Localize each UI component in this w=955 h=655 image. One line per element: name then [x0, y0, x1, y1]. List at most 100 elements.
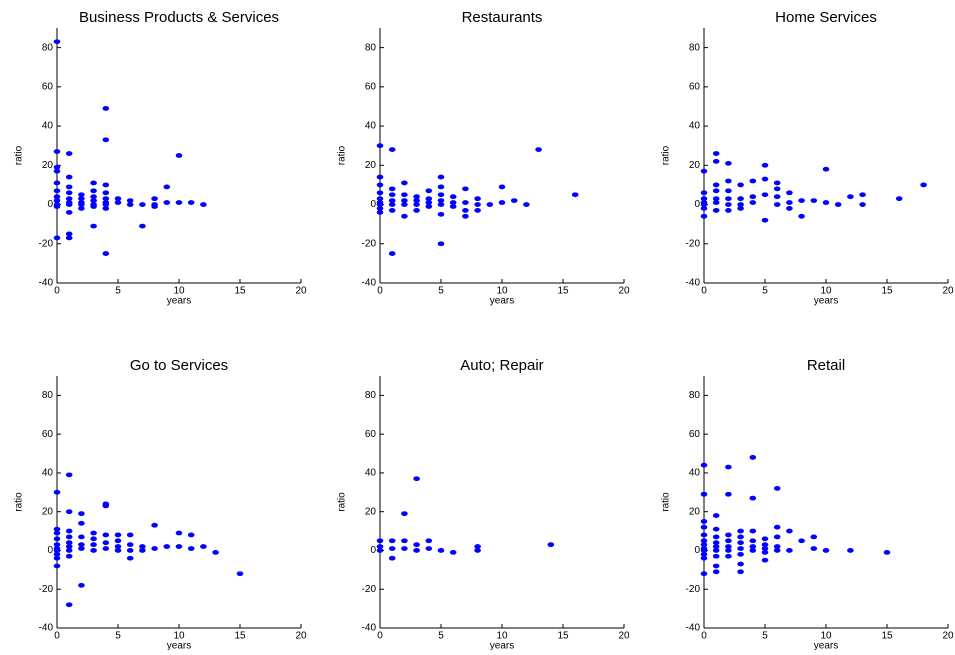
y-tick-label: 0 — [47, 199, 53, 210]
point — [822, 548, 830, 553]
point — [90, 204, 97, 209]
point — [65, 528, 73, 534]
x-tick-label: 5 — [438, 286, 444, 297]
point — [712, 188, 720, 194]
x-tick-label: 0 — [377, 631, 383, 642]
x-axis-label: years — [167, 641, 191, 650]
point — [700, 206, 708, 211]
point — [786, 528, 793, 534]
x-tick-label: 0 — [54, 631, 60, 642]
point — [773, 544, 781, 549]
point — [53, 551, 61, 557]
point — [388, 251, 396, 256]
point — [510, 198, 518, 204]
y-tick-label: 40 — [689, 468, 701, 479]
point — [376, 548, 384, 553]
point — [761, 176, 769, 182]
point — [725, 544, 732, 549]
chart-title: Business Products & Services — [79, 9, 279, 26]
y-tick-label: 40 — [365, 468, 377, 479]
point — [53, 542, 61, 548]
point — [700, 542, 708, 548]
y-tick-label: -40 — [362, 278, 377, 289]
point — [65, 231, 73, 237]
point — [712, 534, 720, 540]
point — [749, 544, 757, 549]
x-tick-label: 10 — [173, 631, 185, 642]
point — [53, 530, 61, 536]
y-tick-label: -40 — [39, 278, 54, 289]
point — [65, 190, 73, 196]
point — [388, 546, 396, 551]
point — [376, 196, 384, 202]
point — [437, 211, 445, 217]
point — [725, 160, 732, 166]
point — [571, 192, 579, 198]
point — [761, 550, 769, 555]
point — [749, 194, 757, 200]
point — [376, 206, 384, 211]
point — [449, 550, 457, 555]
point — [847, 548, 854, 553]
point — [773, 548, 781, 553]
point — [376, 143, 384, 149]
point — [798, 213, 805, 219]
point — [437, 202, 445, 207]
point — [786, 206, 793, 211]
point — [737, 546, 744, 551]
point — [401, 202, 408, 207]
x-tick-label: 5 — [115, 631, 121, 642]
point — [474, 196, 481, 202]
point — [65, 184, 73, 190]
point — [798, 198, 805, 204]
y-tick-label: 80 — [689, 42, 701, 53]
point — [102, 206, 110, 211]
point — [90, 530, 97, 536]
point — [749, 548, 757, 553]
point — [700, 168, 708, 174]
point — [102, 503, 110, 509]
point — [761, 192, 769, 198]
point — [90, 188, 97, 194]
y-tick-label: -20 — [39, 238, 54, 249]
point — [78, 542, 85, 548]
point — [700, 196, 708, 202]
point — [749, 528, 757, 534]
point — [65, 540, 73, 546]
point — [151, 196, 158, 202]
point — [725, 548, 732, 553]
point — [187, 200, 195, 205]
point — [376, 538, 384, 544]
point — [102, 202, 110, 207]
point — [126, 532, 134, 538]
point — [712, 544, 720, 549]
point — [102, 532, 110, 538]
point — [700, 213, 708, 219]
chart-title: Restaurants — [462, 9, 543, 26]
point — [114, 538, 122, 544]
point — [725, 491, 732, 497]
point — [761, 217, 769, 223]
point — [700, 538, 708, 544]
point — [523, 202, 530, 207]
point — [773, 534, 781, 540]
y-tick-label: 80 — [689, 390, 701, 401]
point — [449, 194, 457, 200]
point — [65, 534, 73, 540]
point — [102, 196, 110, 202]
y-tick-label: 60 — [689, 81, 701, 92]
point — [810, 198, 818, 204]
point — [53, 555, 61, 561]
point — [53, 526, 61, 532]
point — [401, 538, 408, 544]
point — [126, 198, 134, 204]
point — [737, 561, 744, 567]
point — [401, 180, 408, 186]
point — [175, 530, 183, 536]
point — [712, 513, 720, 518]
point — [413, 202, 420, 207]
point — [102, 190, 110, 196]
point — [90, 223, 97, 229]
point — [749, 495, 757, 501]
y-tick-label: 20 — [365, 160, 377, 171]
